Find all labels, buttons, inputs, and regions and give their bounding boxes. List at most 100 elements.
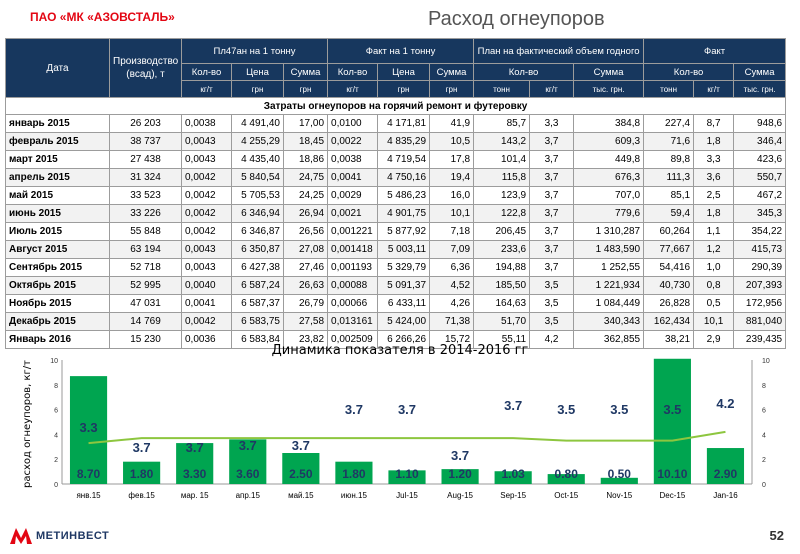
y2-tick-label: 8 — [762, 383, 766, 390]
cell-fq: 0,013161 — [327, 312, 379, 331]
table-row: март 2015 27 438 0,0043 4 435,40 18,86 0,0038… — [5, 150, 787, 169]
header-plan-volume: План на фактический объем годного — [473, 38, 645, 64]
cell-prod: 55 848 — [109, 222, 182, 241]
header-planvol-qty: Кол-во — [473, 63, 575, 81]
cell-plk: 3,7 — [529, 222, 575, 241]
cell-fq: 0,001418 — [327, 240, 379, 259]
cell-ft: 71,6 — [643, 132, 695, 151]
cell-month: Январь 2016 — [5, 330, 110, 349]
cell-pls: 1 483,590 — [573, 240, 645, 259]
cell-ps: 18,86 — [282, 150, 329, 169]
bar-value-label: 1.03 — [501, 467, 525, 481]
cell-plt: 233,6 — [473, 240, 531, 259]
cell-fq: 0,0100 — [327, 114, 379, 133]
cell-pls: 340,343 — [573, 312, 645, 331]
brand-name: МЕТИНВЕСТ — [36, 530, 110, 542]
x-tick-label: Nov-15 — [606, 491, 632, 500]
cell-plt: 51,70 — [473, 312, 531, 331]
cell-fq: 0,0021 — [327, 204, 379, 223]
cell-ft: 227,4 — [643, 114, 695, 133]
cell-fs: 17,8 — [429, 150, 475, 169]
cell-ft: 89,8 — [643, 150, 695, 169]
cell-fp: 6 266,26 — [377, 330, 431, 349]
unit-kgt: кг/т — [693, 80, 735, 98]
bar-value-label: 1.20 — [448, 467, 472, 481]
header-factvol-sum: Сумма — [733, 63, 787, 81]
line-value-label: 3.7 — [133, 440, 151, 455]
cell-pp: 6 427,38 — [231, 258, 284, 277]
y-tick-label: 8 — [54, 383, 58, 390]
unit-kgt: кг/т — [327, 80, 379, 98]
cell-month: март 2015 — [5, 150, 110, 169]
cell-prod: 33 523 — [109, 186, 182, 205]
y-axis-label: расход огнеупоров, кг/т — [22, 360, 33, 488]
cell-fsum: 467,2 — [733, 186, 787, 205]
cell-fs: 71,38 — [429, 312, 475, 331]
bar — [441, 469, 479, 484]
y-tick-label: 6 — [54, 408, 58, 415]
cell-fs: 41,9 — [429, 114, 475, 133]
cell-month: Сентябрь 2015 — [5, 258, 110, 277]
cell-fsum: 415,73 — [733, 240, 787, 259]
cell-plk: 3,7 — [529, 186, 575, 205]
line-value-label: 3.7 — [398, 402, 416, 417]
cell-pls: 1 252,55 — [573, 258, 645, 277]
y-tick-label: 2 — [54, 457, 58, 464]
bar-value-label: 0.50 — [608, 467, 632, 481]
header-production: Производство (всад), т — [109, 38, 182, 98]
cell-fsum: 290,39 — [733, 258, 787, 277]
cell-ft: 111,3 — [643, 168, 695, 187]
cell-ps: 26,63 — [282, 276, 329, 295]
cell-pq: 0,0041 — [181, 294, 232, 313]
cell-fs: 10,5 — [429, 132, 475, 151]
x-tick-label: апр.15 — [236, 491, 261, 500]
cell-plk: 3,3 — [529, 114, 575, 133]
cell-pq: 0,0042 — [181, 222, 232, 241]
header-fact-per-ton: Факт на 1 тонну — [327, 38, 475, 64]
bar-value-label: 0.80 — [555, 467, 579, 481]
cell-plt: 115,8 — [473, 168, 531, 187]
line-value-label: 4.2 — [716, 396, 734, 411]
bar — [176, 443, 214, 484]
cell-pq: 0,0042 — [181, 204, 232, 223]
cell-fs: 10,1 — [429, 204, 475, 223]
x-tick-label: Jan-16 — [713, 491, 738, 500]
cell-ps: 27,58 — [282, 312, 329, 331]
cell-pq: 0,0043 — [181, 150, 232, 169]
cell-fp: 6 433,11 — [377, 294, 431, 313]
cell-prod: 52 995 — [109, 276, 182, 295]
line-value-label: 3.7 — [451, 448, 469, 463]
cell-fs: 6,36 — [429, 258, 475, 277]
cell-fp: 5 329,79 — [377, 258, 431, 277]
cell-plt: 123,9 — [473, 186, 531, 205]
cell-ft: 54,416 — [643, 258, 695, 277]
table-row: Декабрь 2015 14 769 0,0042 6 583,75 27,58 0,0… — [5, 312, 787, 331]
line-value-label: 3.3 — [79, 420, 97, 435]
section-title: Затраты огнеупоров на горячий ремонт и ф… — [4, 97, 787, 115]
cell-pls: 1 221,934 — [573, 276, 645, 295]
bar-value-label: 1.10 — [395, 467, 419, 481]
cell-plt: 101,4 — [473, 150, 531, 169]
table-row: июнь 2015 33 226 0,0042 6 346,94 26,94 0,0021… — [5, 204, 787, 223]
cell-plk: 3,7 — [529, 132, 575, 151]
cell-pq: 0,0040 — [181, 276, 232, 295]
cell-fk: 10,1 — [693, 312, 735, 331]
cell-fk: 1,1 — [693, 222, 735, 241]
cell-ft: 162,434 — [643, 312, 695, 331]
header-plan-per-ton: Пл47ан на 1 тонну — [180, 38, 329, 64]
cell-month: февраль 2015 — [5, 132, 110, 151]
cell-ps: 27,46 — [282, 258, 329, 277]
cell-pp: 4 491,40 — [231, 114, 284, 133]
header-factvol-qty: Кол-во — [643, 63, 735, 81]
cell-fk: 2,5 — [693, 186, 735, 205]
cell-pls: 1 084,449 — [573, 294, 645, 313]
cell-pq: 0,0036 — [181, 330, 232, 349]
x-tick-label: май.15 — [288, 491, 314, 500]
cell-fs: 4,26 — [429, 294, 475, 313]
line-value-label: 3.5 — [557, 402, 575, 417]
cell-pls: 449,8 — [573, 150, 645, 169]
table-row: Октябрь 2015 52 995 0,0040 6 587,24 26,63 0,0… — [5, 276, 787, 295]
cell-ps: 17,00 — [282, 114, 329, 133]
cell-fk: 3,3 — [693, 150, 735, 169]
cell-month: май 2015 — [5, 186, 110, 205]
